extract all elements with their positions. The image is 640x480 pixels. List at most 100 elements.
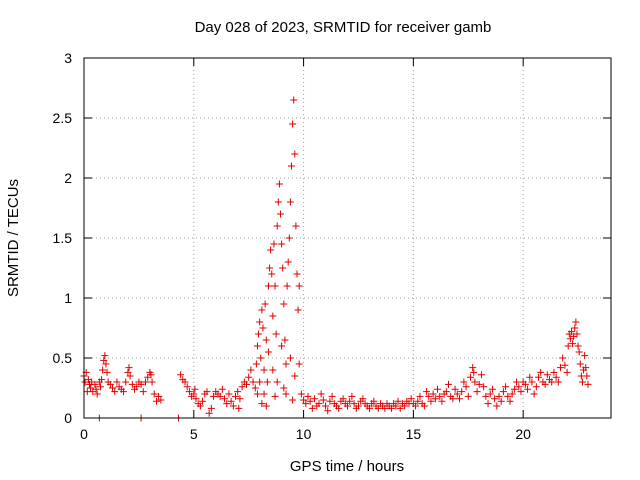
data-point: [155, 392, 163, 400]
data-point: [128, 380, 136, 388]
data-point: [225, 390, 233, 398]
x-tick-label: 20: [515, 426, 531, 442]
data-point: [302, 400, 310, 408]
data-point: [306, 397, 314, 405]
data-point: [506, 397, 514, 405]
data-point: [139, 388, 147, 396]
data-point: [274, 198, 282, 206]
y-axis-label: SRMTID / TECUs: [5, 179, 22, 297]
y-tick-label: 1.5: [53, 230, 73, 246]
data-point: [238, 383, 246, 391]
data-point: [563, 368, 571, 376]
data-point: [453, 390, 461, 398]
y-tick-label: 0.5: [53, 350, 73, 366]
data-point: [291, 150, 299, 158]
data-point: [269, 366, 277, 374]
y-tick-label: 3: [64, 50, 72, 66]
data-point: [266, 264, 274, 272]
data-point: [346, 397, 354, 405]
data-point: [510, 385, 518, 393]
data-point: [253, 390, 261, 398]
data-point: [181, 378, 189, 386]
data-point: [575, 348, 583, 356]
data-point: [285, 234, 293, 242]
x-tick-label: 10: [296, 426, 312, 442]
data-point: [295, 282, 303, 290]
y-tick-label: 1: [64, 290, 72, 306]
data-point: [111, 388, 119, 396]
data-point: [583, 372, 591, 380]
data-point: [264, 348, 272, 356]
data-point: [93, 390, 101, 398]
data-point: [416, 392, 424, 400]
data-point: [339, 395, 347, 403]
x-tick-label: 5: [190, 426, 198, 442]
data-point: [528, 378, 536, 386]
data-point: [548, 378, 556, 386]
data-point: [205, 409, 213, 417]
data-point: [541, 380, 549, 388]
data-point: [326, 397, 334, 405]
data-point: [234, 388, 242, 396]
data-point: [328, 392, 336, 400]
data-point: [344, 402, 351, 410]
data-point: [218, 385, 226, 393]
data-point: [152, 397, 160, 405]
data-point: [420, 402, 428, 410]
data-point: [477, 371, 485, 379]
x-tick-label: 15: [406, 426, 422, 442]
chart-title: Day 028 of 2023, SRMTID for receiver gam…: [195, 19, 492, 36]
data-point: [407, 395, 415, 403]
data-point: [292, 222, 300, 230]
data-point: [574, 342, 582, 350]
data-point: [429, 390, 437, 398]
data-point: [499, 388, 507, 396]
data-point: [280, 300, 288, 308]
data-point: [269, 312, 277, 320]
data-point: [98, 376, 106, 384]
data-point: [291, 372, 299, 380]
data-point: [497, 397, 505, 405]
data-point: [221, 395, 229, 403]
data-point: [427, 397, 435, 405]
data-point: [278, 342, 286, 350]
data-point: [561, 361, 569, 369]
data-point: [308, 404, 316, 412]
data-point: [262, 336, 270, 344]
data-point: [526, 373, 534, 381]
data-point: [304, 392, 312, 400]
data-point: [271, 282, 279, 290]
data-point: [282, 360, 290, 368]
data-point: [394, 397, 402, 405]
data-point: [232, 392, 240, 400]
x-tick-label: 0: [80, 426, 88, 442]
data-point: [103, 368, 111, 376]
data-point: [401, 402, 409, 410]
data-point: [294, 306, 302, 314]
data-point: [564, 342, 572, 350]
data-point: [554, 378, 562, 386]
data-point: [521, 380, 529, 388]
data-point: [576, 360, 584, 368]
data-point: [264, 282, 272, 290]
data-point: [552, 373, 560, 381]
data-points: [80, 96, 592, 422]
data-point: [253, 342, 261, 350]
data-point: [488, 385, 496, 393]
y-tick-label: 2.5: [53, 110, 73, 126]
data-point: [284, 258, 292, 266]
data-point: [438, 397, 446, 405]
data-point: [423, 388, 431, 396]
data-point: [261, 300, 269, 308]
data-point: [255, 330, 263, 338]
data-point: [381, 404, 389, 412]
data-point: [431, 395, 439, 403]
data-point: [216, 392, 224, 400]
data-point: [260, 366, 268, 374]
data-point: [491, 395, 499, 403]
axis-ticks: 0 5 10 15 20 0 0.5 1 1.5 2 2.5 3: [53, 50, 611, 442]
data-point: [263, 378, 271, 386]
data-point: [425, 392, 433, 400]
data-point: [120, 388, 128, 396]
data-point: [324, 407, 332, 415]
